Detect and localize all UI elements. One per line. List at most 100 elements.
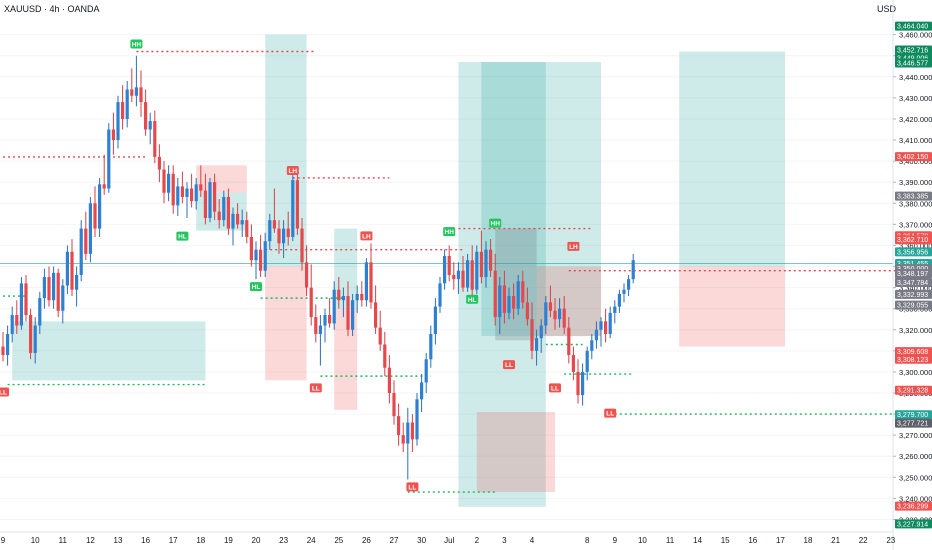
candle-body — [33, 325, 37, 353]
tag-badge — [176, 231, 189, 241]
candle-body — [364, 262, 368, 301]
tag-label: HL — [178, 234, 187, 241]
candle-body — [84, 228, 88, 254]
price-axis-label — [895, 418, 932, 428]
price-axis-label — [895, 45, 932, 55]
candle-body — [544, 302, 548, 326]
candle-body — [185, 188, 189, 197]
candle-body — [590, 340, 594, 351]
x-tick-label: 17 — [169, 536, 178, 545]
candle-body — [558, 308, 562, 320]
candle-body — [208, 182, 212, 219]
x-tick-label: 12 — [86, 536, 95, 545]
tag-label: HH — [445, 229, 455, 236]
candle-body — [6, 333, 10, 356]
candle-body — [314, 317, 318, 334]
tag-label: HH — [491, 221, 501, 228]
green-zone — [12, 321, 206, 381]
candle-body — [47, 277, 51, 301]
tag-badge — [0, 387, 9, 397]
price-axis-label-text: 3,236.299 — [897, 504, 928, 511]
candle-body — [323, 314, 327, 326]
x-tick-label: 21 — [831, 536, 840, 545]
x-tick-label: 9 — [1, 536, 6, 545]
candle-body — [562, 308, 566, 328]
x-tick-label: 10 — [638, 536, 647, 545]
price-axis-label-text: 3,402.150 — [897, 154, 928, 161]
candle-body — [452, 274, 456, 280]
tag-badge — [406, 482, 419, 492]
price-axis-label — [895, 289, 932, 299]
candle-body — [116, 102, 120, 141]
x-tick-label: 19 — [224, 536, 233, 545]
candle-body — [410, 422, 414, 440]
candle-body — [171, 173, 175, 206]
x-tick-label: 18 — [196, 536, 205, 545]
tag-badge — [309, 383, 322, 393]
candle-body — [401, 435, 405, 444]
x-tick-label: 2 — [475, 536, 480, 545]
candle-body — [502, 285, 506, 313]
x-tick-label: Jul — [444, 536, 454, 545]
candle-body — [42, 277, 46, 299]
x-tick-label: 20 — [252, 536, 261, 545]
candle-body — [79, 228, 83, 275]
price-axis-label-text: 3,356.956 — [897, 249, 928, 256]
time-axis: 9 10 11 12 13 16 17 18 19 20 23 24 25 26 27 30 Jul 2 3 4 8 9 1… — [0, 531, 896, 545]
candle-body — [470, 260, 474, 290]
candle-body — [479, 251, 483, 278]
candle-body — [627, 279, 631, 290]
tag-label: LH — [362, 233, 371, 240]
candle-body — [374, 302, 378, 328]
candle-body — [254, 249, 258, 261]
tag-label: HL — [252, 284, 261, 291]
candle-body — [341, 296, 345, 301]
candle-body — [1, 346, 5, 356]
x-tick-label: 26 — [362, 536, 371, 545]
candle-body — [429, 333, 433, 360]
candle-body — [259, 249, 263, 271]
candle-body — [300, 228, 304, 263]
candles — [1, 55, 635, 480]
tag-badge — [443, 227, 456, 237]
candle-body — [24, 283, 28, 315]
tag-label: HH — [132, 42, 142, 49]
candle-body — [539, 325, 543, 339]
green-zone — [334, 228, 358, 309]
candle-body — [406, 422, 410, 444]
x-tick-label: 16 — [748, 536, 757, 545]
x-tick-label: 4 — [530, 536, 535, 545]
candle-body — [383, 344, 387, 368]
candle-body — [56, 272, 60, 311]
candle-body — [52, 272, 56, 301]
candle-body — [360, 293, 364, 301]
y-tick-label: 3,240.000 — [899, 494, 932, 503]
candle-body — [190, 188, 194, 202]
candle-body — [111, 129, 115, 141]
x-tick-label: 25 — [334, 536, 343, 545]
price-axis-label-text: 3,347.784 — [897, 280, 928, 287]
candle-body — [38, 298, 42, 326]
candle-body — [10, 314, 14, 334]
candle-body — [581, 371, 585, 396]
candle-body — [585, 350, 589, 372]
tag-badge — [549, 383, 561, 393]
candle-body — [332, 289, 336, 324]
candle-body — [65, 251, 69, 286]
candle-body — [355, 293, 359, 301]
candle-body — [130, 89, 134, 96]
candle-body — [167, 173, 171, 193]
price-axis-label-text: 3,308.123 — [897, 357, 928, 364]
price-axis-label — [895, 191, 932, 201]
candle-body — [263, 241, 267, 271]
red-zone — [265, 266, 307, 381]
candle-body — [19, 283, 23, 326]
candle-body — [240, 220, 244, 225]
price-axis-label-text: 3,279.700 — [897, 412, 928, 419]
candle-body — [617, 293, 621, 307]
x-tick-label: 18 — [804, 536, 813, 545]
candle-body — [387, 367, 391, 393]
candle-body — [493, 270, 497, 318]
candle-body — [249, 237, 253, 261]
